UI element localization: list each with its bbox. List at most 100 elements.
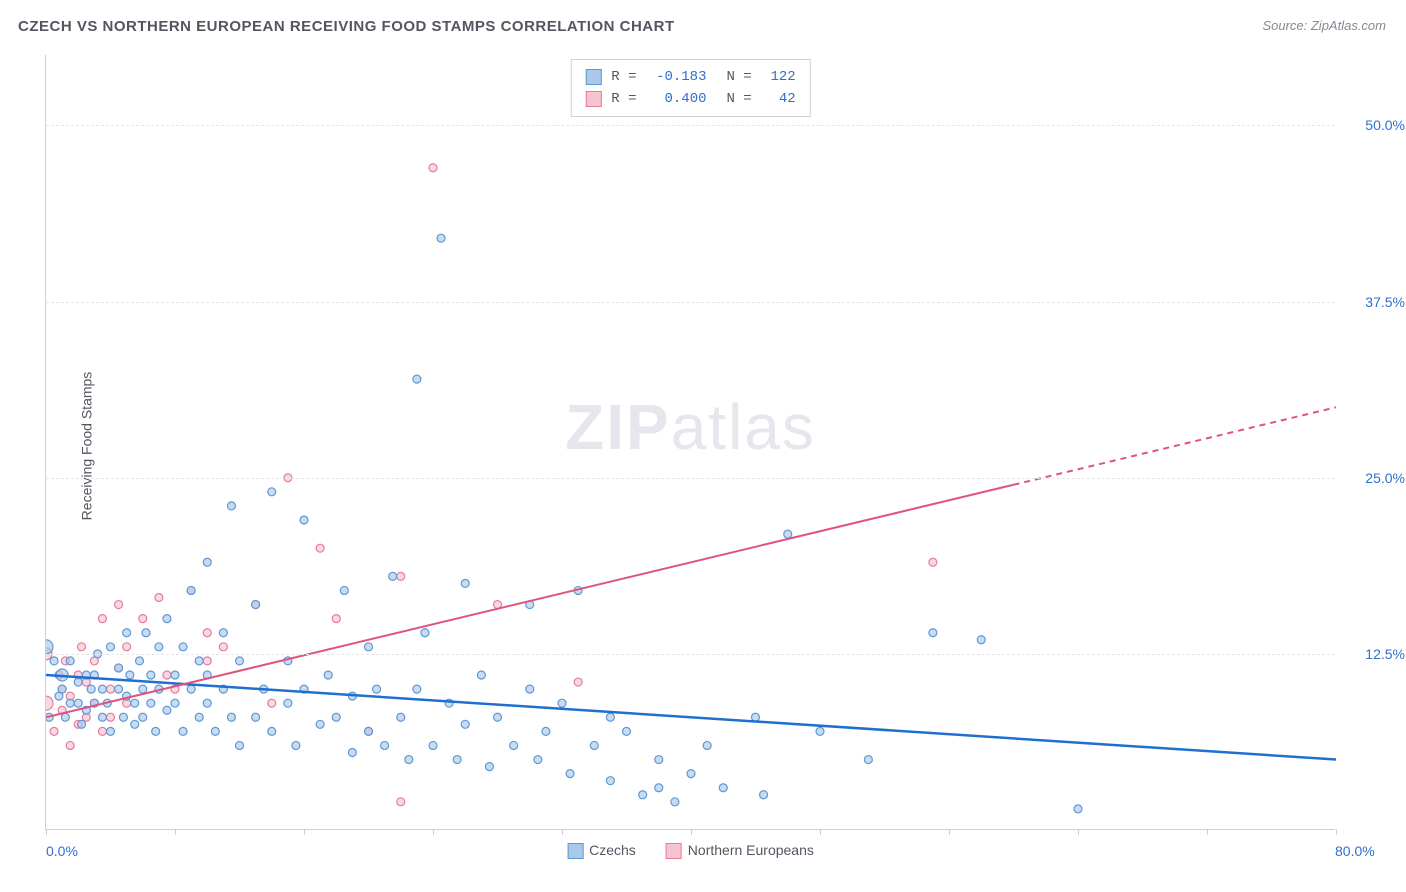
data-point bbox=[171, 699, 179, 707]
data-point bbox=[252, 713, 260, 721]
x-tick-mark bbox=[1078, 829, 1079, 835]
x-tick-mark bbox=[46, 829, 47, 835]
data-point bbox=[292, 741, 300, 749]
x-tick-mark bbox=[1207, 829, 1208, 835]
data-point bbox=[115, 664, 123, 672]
data-point bbox=[413, 375, 421, 383]
data-point bbox=[98, 727, 106, 735]
legend-swatch bbox=[567, 843, 583, 859]
data-point bbox=[703, 741, 711, 749]
x-axis-max-label: 80.0% bbox=[1335, 843, 1395, 859]
legend-item: Czechs bbox=[567, 842, 636, 859]
data-point bbox=[574, 586, 582, 594]
trend-line bbox=[46, 485, 1014, 717]
stats-n-label: N = bbox=[727, 88, 752, 110]
data-point bbox=[58, 685, 66, 693]
data-point bbox=[152, 727, 160, 735]
stats-swatch bbox=[585, 91, 601, 107]
data-point bbox=[171, 685, 179, 693]
data-point bbox=[236, 657, 244, 665]
data-point bbox=[147, 671, 155, 679]
data-point bbox=[155, 643, 163, 651]
data-point bbox=[566, 770, 574, 778]
stats-row: R =-0.183N =122 bbox=[585, 66, 795, 88]
data-point bbox=[163, 671, 171, 679]
data-point bbox=[74, 720, 82, 728]
data-point bbox=[1074, 805, 1082, 813]
data-point bbox=[332, 615, 340, 623]
data-point bbox=[429, 741, 437, 749]
data-point bbox=[50, 657, 58, 665]
data-point bbox=[606, 777, 614, 785]
data-point bbox=[203, 629, 211, 637]
y-tick-label: 25.0% bbox=[1345, 470, 1405, 486]
data-point bbox=[332, 713, 340, 721]
data-point bbox=[534, 756, 542, 764]
data-point bbox=[61, 713, 69, 721]
data-point bbox=[55, 671, 63, 679]
x-tick-mark bbox=[562, 829, 563, 835]
data-point bbox=[119, 713, 127, 721]
data-point bbox=[98, 615, 106, 623]
chart-container: CZECH VS NORTHERN EUROPEAN RECEIVING FOO… bbox=[0, 0, 1406, 892]
data-point bbox=[260, 685, 268, 693]
data-point bbox=[66, 741, 74, 749]
data-point bbox=[421, 629, 429, 637]
data-point bbox=[90, 699, 98, 707]
data-point bbox=[187, 586, 195, 594]
data-point bbox=[126, 671, 134, 679]
data-point bbox=[300, 516, 308, 524]
data-point bbox=[82, 706, 90, 714]
stats-r-value: 0.400 bbox=[647, 88, 707, 110]
data-point bbox=[760, 791, 768, 799]
data-point bbox=[316, 544, 324, 552]
gridline bbox=[46, 302, 1335, 303]
data-point bbox=[195, 657, 203, 665]
data-point bbox=[107, 643, 115, 651]
source-name: ZipAtlas.com bbox=[1311, 18, 1386, 33]
data-point bbox=[929, 629, 937, 637]
data-point bbox=[227, 502, 235, 510]
data-point bbox=[316, 720, 324, 728]
data-point bbox=[284, 699, 292, 707]
data-point bbox=[526, 601, 534, 609]
legend-item: Northern Europeans bbox=[666, 842, 814, 859]
data-point bbox=[348, 692, 356, 700]
stats-r-label: R = bbox=[611, 88, 636, 110]
stats-row: R =0.400N =42 bbox=[585, 88, 795, 110]
data-point bbox=[179, 643, 187, 651]
data-point bbox=[66, 699, 74, 707]
data-point bbox=[58, 706, 66, 714]
stats-n-label: N = bbox=[727, 66, 752, 88]
data-point bbox=[155, 685, 163, 693]
data-point bbox=[268, 727, 276, 735]
data-point bbox=[365, 643, 373, 651]
data-point bbox=[348, 749, 356, 757]
data-point bbox=[752, 713, 760, 721]
data-point bbox=[784, 530, 792, 538]
data-point bbox=[687, 770, 695, 778]
data-point bbox=[477, 671, 485, 679]
data-point bbox=[123, 643, 131, 651]
data-point bbox=[139, 615, 147, 623]
data-point bbox=[77, 720, 85, 728]
data-point bbox=[389, 572, 397, 580]
data-point bbox=[284, 657, 292, 665]
gridline bbox=[46, 654, 1335, 655]
trend-line bbox=[1014, 407, 1337, 485]
data-point bbox=[82, 713, 90, 721]
source-prefix: Source: bbox=[1262, 18, 1310, 33]
data-point bbox=[437, 234, 445, 242]
data-point bbox=[485, 763, 493, 771]
data-point bbox=[107, 713, 115, 721]
data-point bbox=[526, 685, 534, 693]
data-point bbox=[82, 671, 90, 679]
data-point bbox=[219, 629, 227, 637]
data-point bbox=[56, 669, 68, 681]
data-point bbox=[123, 692, 131, 700]
data-point bbox=[131, 720, 139, 728]
data-point bbox=[50, 727, 58, 735]
data-point bbox=[115, 685, 123, 693]
data-point bbox=[227, 713, 235, 721]
chart-title: CZECH VS NORTHERN EUROPEAN RECEIVING FOO… bbox=[18, 18, 675, 35]
